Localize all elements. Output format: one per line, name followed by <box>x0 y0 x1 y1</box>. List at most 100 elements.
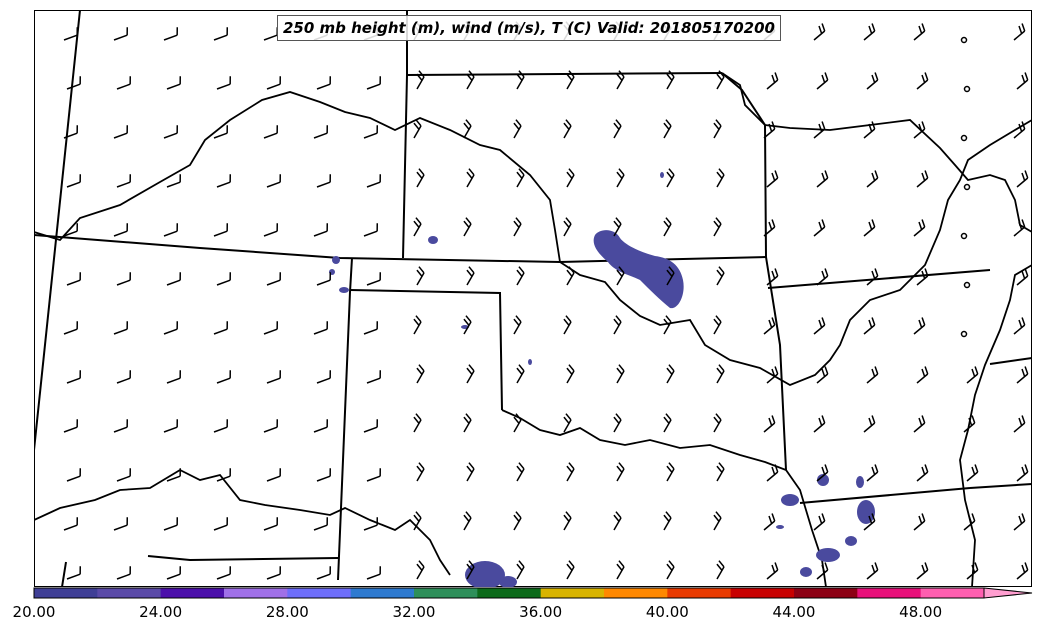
wind-barb <box>616 70 625 90</box>
wind-barb <box>816 72 829 90</box>
wind-barb <box>63 419 79 433</box>
wind-barb <box>116 566 132 580</box>
wind-barb <box>1013 23 1026 41</box>
wind-barb <box>366 76 382 90</box>
colorbar-cell <box>287 588 352 598</box>
wind-barb <box>566 462 575 482</box>
wind-barb <box>763 317 776 335</box>
wind-barb <box>813 317 826 335</box>
wind-barb <box>416 266 425 286</box>
wind-barb <box>416 364 425 384</box>
wind-barb <box>466 70 475 90</box>
wind-barb <box>1016 562 1029 580</box>
wind-barb <box>366 468 382 482</box>
wind-barb <box>566 168 575 188</box>
wind-barb <box>816 366 829 384</box>
wind-barb <box>663 217 672 237</box>
wind-barb <box>213 517 229 531</box>
wind-barb <box>613 119 622 139</box>
colorbar-extend-arrow <box>983 587 1033 599</box>
wind-barb <box>216 566 232 580</box>
wind-barb <box>616 560 625 580</box>
wind-barb <box>960 330 968 338</box>
wind-barb <box>866 268 879 286</box>
wind-barb <box>813 23 826 41</box>
wind-barb <box>763 219 776 237</box>
wind-barb <box>166 370 182 384</box>
wind-barb <box>266 174 282 188</box>
wind-barb <box>816 464 829 482</box>
wind-barb <box>166 174 182 188</box>
wind-barb <box>116 272 132 286</box>
colorbar-cell <box>794 588 858 598</box>
wind-barb <box>63 517 79 531</box>
wind-barb <box>666 364 675 384</box>
wind-barb <box>516 70 525 90</box>
colorbar-cell <box>414 588 478 598</box>
wind-barb <box>716 560 725 580</box>
wind-barb <box>966 366 979 384</box>
wind-barb <box>1013 219 1026 237</box>
wind-barb <box>166 566 182 580</box>
wind-barb <box>913 219 926 237</box>
wind-barb <box>866 170 879 188</box>
shaded-field <box>329 172 875 587</box>
wind-barb <box>863 121 876 139</box>
wind-barb <box>563 511 572 531</box>
wind-barb <box>363 517 379 531</box>
wind-barb <box>516 266 525 286</box>
wind-barb <box>263 419 279 433</box>
wind-barb <box>863 23 876 41</box>
wind-barb <box>413 315 422 335</box>
wind-barb <box>913 121 926 139</box>
colorbar-tick-label: 40.00 <box>645 603 689 621</box>
wind-barb <box>516 364 525 384</box>
wind-barb <box>466 560 475 580</box>
wind-barb <box>913 513 926 531</box>
colorbar-cell <box>97 588 162 598</box>
wind-barb <box>466 168 475 188</box>
wind-barb <box>413 413 422 433</box>
wind-barb <box>863 513 876 531</box>
wind-barb <box>313 125 329 139</box>
wind-barb <box>663 119 672 139</box>
wind-barb <box>316 76 332 90</box>
wind-barb <box>913 317 926 335</box>
wind-barb <box>266 566 282 580</box>
wind-barb <box>316 272 332 286</box>
wind-barb <box>713 119 722 139</box>
wind-barb <box>316 174 332 188</box>
wind-barb <box>163 223 179 237</box>
weather-map <box>34 10 1032 587</box>
wind-barb <box>1016 268 1029 286</box>
wind-barb <box>1013 415 1026 433</box>
wind-barb <box>263 27 279 41</box>
wind-barb <box>416 462 425 482</box>
wind-barb <box>666 168 675 188</box>
wind-barb <box>113 223 129 237</box>
wind-barb <box>816 170 829 188</box>
wind-barb <box>666 560 675 580</box>
wind-barb <box>613 413 622 433</box>
wind-barb <box>1016 72 1029 90</box>
wind-barb <box>666 462 675 482</box>
wind-barb <box>66 566 82 580</box>
wind-barb <box>916 268 929 286</box>
wind-barb <box>463 413 472 433</box>
wind-barb <box>313 223 329 237</box>
colorbar-cell <box>350 588 415 598</box>
wind-barb <box>563 413 572 433</box>
wind-barb <box>716 462 725 482</box>
colorbar-cell <box>857 588 922 598</box>
wind-barb <box>313 321 329 335</box>
map-frame <box>34 10 1032 587</box>
wind-barb <box>513 217 522 237</box>
wind-barb <box>316 468 332 482</box>
wind-barb <box>63 125 79 139</box>
wind-barb <box>66 174 82 188</box>
wind-barb <box>763 513 776 531</box>
wind-barb <box>916 562 929 580</box>
wind-barb <box>266 370 282 384</box>
wind-barb <box>866 464 879 482</box>
wind-barb <box>366 272 382 286</box>
